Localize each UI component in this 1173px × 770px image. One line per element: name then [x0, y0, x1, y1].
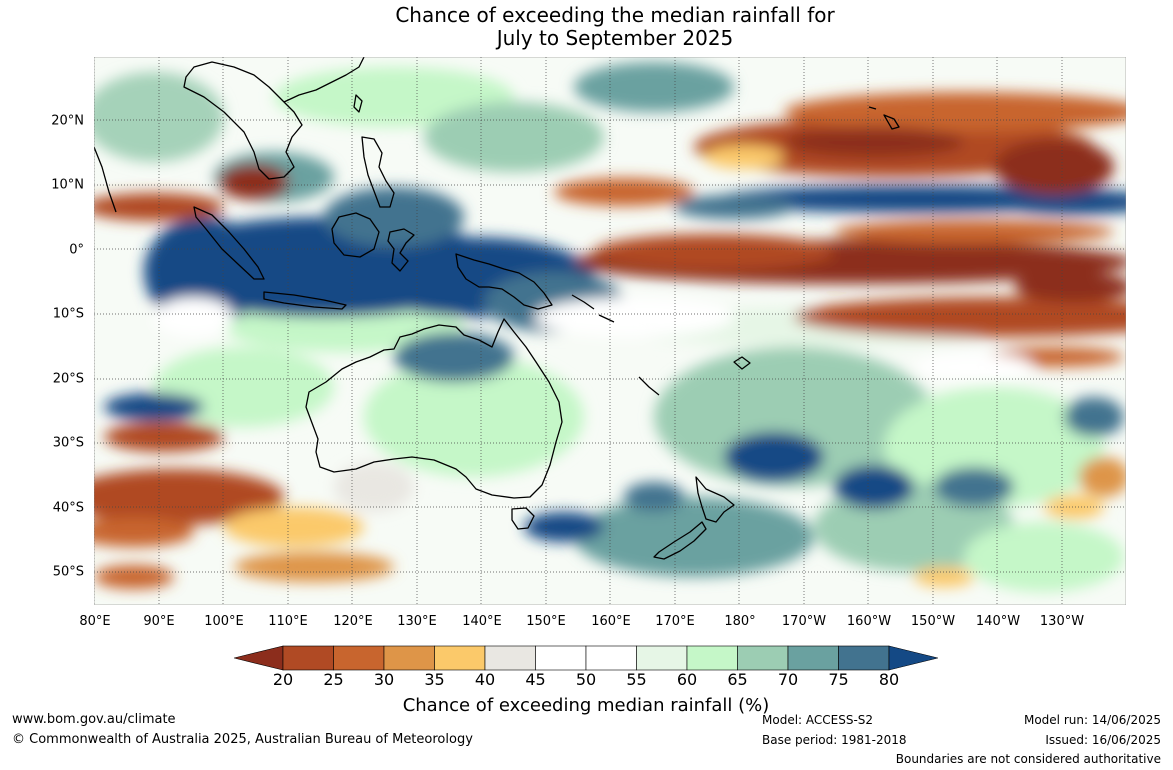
model-name: Model: ACCESS-S2	[762, 713, 874, 727]
colorbar-tick-40: 40	[474, 670, 496, 689]
lon-label-80e: 80°E	[79, 614, 111, 629]
india-coast	[94, 146, 117, 213]
title-line-2: July to September 2025	[496, 26, 734, 50]
colorbar-segment-30-35	[383, 645, 435, 671]
colorbar-segment-50-55	[585, 645, 637, 671]
title-line-1: Chance of exceeding the median rainfall …	[395, 3, 835, 27]
colorbar-segment-45-50	[535, 645, 587, 671]
lat-label-20n: 20°N	[51, 113, 84, 129]
website-link[interactable]: www.bom.gov.au/climate	[12, 712, 176, 727]
colorbar-segment-60-65	[686, 645, 738, 671]
coastlines	[94, 57, 900, 560]
lat-label-30s: 30°S	[52, 435, 84, 451]
lon-label-140e: 140°E	[462, 614, 502, 629]
colorbar-segment-75-80	[838, 645, 890, 671]
australia-coast	[305, 318, 563, 499]
colorbar-segment-70-75	[787, 645, 839, 671]
lon-label-100e: 100°E	[204, 614, 244, 629]
new-zealand-south	[653, 521, 707, 560]
lon-label-150w: 150°W	[910, 614, 956, 629]
new-caledonia	[638, 376, 660, 396]
map-title: Chance of exceeding the median rainfall …	[0, 4, 1173, 50]
lon-label-110e: 110°E	[268, 614, 308, 629]
colorbar-tick-75: 75	[828, 670, 849, 689]
lon-label-130e: 130°E	[397, 614, 437, 629]
colorbar-segment-25-30	[333, 645, 385, 671]
colorbar-tick-25: 25	[323, 670, 344, 689]
lon-label-160e: 160°E	[591, 614, 631, 629]
colorbar-segment-below-20	[234, 645, 284, 671]
new-zealand-north	[695, 476, 735, 523]
lat-label-10s: 10°S	[52, 306, 84, 322]
lon-label-180: 180°	[724, 614, 756, 629]
colorbar-tick-20: 20	[272, 670, 294, 689]
lon-label-90e: 90°E	[143, 614, 175, 629]
lon-label-170e: 170°E	[655, 614, 695, 629]
borneo-coast	[331, 212, 380, 258]
sulawesi-coast	[387, 228, 415, 272]
colorbar-tick-35: 35	[424, 670, 445, 689]
sumatra-coast	[193, 206, 265, 280]
copyright-notice: © Commonwealth of Australia 2025, Austra…	[12, 732, 473, 747]
base-period: Base period: 1981-2018	[762, 733, 907, 747]
lat-label-50s: 50°S	[52, 564, 84, 580]
colorbar-tick-70: 70	[777, 670, 799, 689]
colorbar-segment-20-25	[282, 645, 334, 671]
china-coast	[283, 57, 365, 103]
colorbar-segment-65-70	[737, 645, 789, 671]
graticule	[94, 57, 1126, 605]
colorbar-tick-30: 30	[373, 670, 395, 689]
java-coast	[263, 291, 347, 310]
lat-label-10n: 10°N	[51, 177, 84, 193]
boundaries-disclaimer: Boundaries are not considered authoritat…	[895, 752, 1161, 766]
philippines-coast	[361, 136, 395, 208]
colorbar-tick-55: 55	[626, 670, 647, 689]
lat-label-40s: 40°S	[52, 500, 84, 516]
lon-label-120e: 120°E	[333, 614, 373, 629]
colorbar	[234, 645, 938, 671]
lon-label-130w: 130°W	[1039, 614, 1085, 629]
colorbar-tick-60: 60	[676, 670, 698, 689]
colorbar-segment-above-80	[888, 645, 938, 671]
lon-label-170w: 170°W	[781, 614, 827, 629]
rainfall-field	[94, 62, 1126, 592]
colorbar-tick-80: 80	[878, 670, 900, 689]
tasmania-coast	[511, 507, 535, 530]
fiji-coast	[733, 356, 751, 370]
lon-label-150e: 150°E	[526, 614, 566, 629]
colorbar-tick-65: 65	[727, 670, 748, 689]
colorbar-tick-50: 50	[575, 670, 597, 689]
rainfall-map	[94, 57, 1126, 605]
solomon-islands	[571, 294, 615, 323]
lon-label-140w: 140°W	[975, 614, 1021, 629]
taiwan-coast	[353, 94, 363, 113]
model-run-date: Model run: 14/06/2025	[1023, 713, 1161, 727]
colorbar-segment-55-60	[636, 645, 688, 671]
colorbar-segment-35-40	[434, 645, 486, 671]
issued-date: Issued: 16/06/2025	[1045, 733, 1161, 747]
colorbar-segment-40-45	[484, 645, 536, 671]
colorbar-title: Chance of exceeding median rainfall (%)	[402, 695, 770, 716]
indochina-coast	[183, 61, 303, 180]
new-guinea-coast	[455, 253, 553, 310]
lat-label-0: 0°	[69, 242, 84, 258]
lat-label-20s: 20°S	[52, 371, 84, 387]
hawaii-coast	[868, 106, 900, 130]
colorbar-tick-45: 45	[525, 670, 546, 689]
lon-label-160w: 160°W	[846, 614, 892, 629]
